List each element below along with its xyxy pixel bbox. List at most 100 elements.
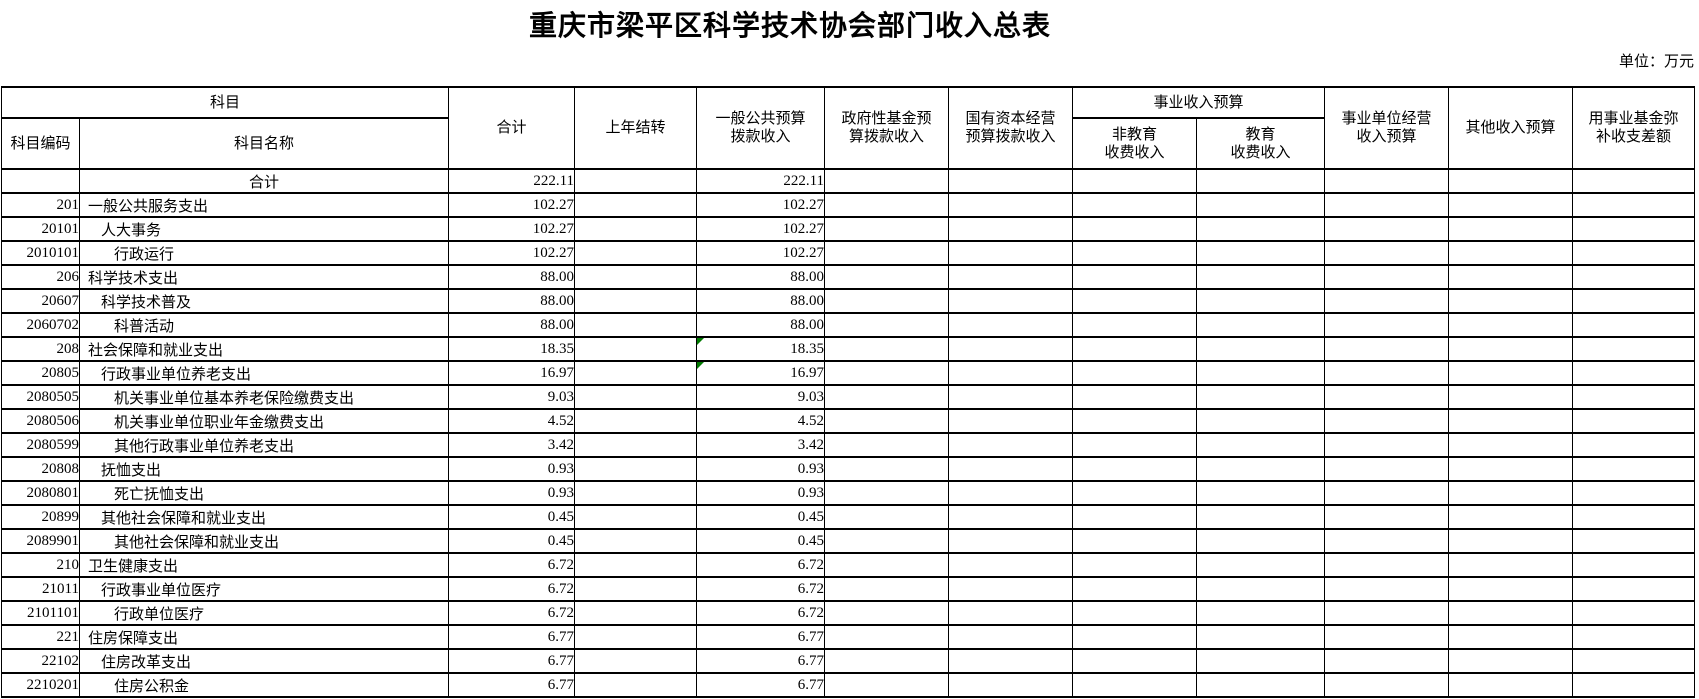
subject-code-cell: 206 — [1, 264, 80, 290]
business-unit-operating-cell — [1324, 168, 1450, 194]
cell-value: 6.72 — [547, 556, 575, 573]
other-income-cell — [1448, 312, 1574, 338]
table-row: 20607 科学技术普及 88.00 88.00 — [1, 288, 1696, 314]
business-unit-operating-cell — [1324, 360, 1450, 386]
gov-fund-budget-cell — [824, 504, 950, 530]
business-unit-operating-cell — [1324, 648, 1450, 674]
header-total: 合计 — [448, 86, 576, 170]
subject-name-cell: 科普活动 — [78, 312, 450, 338]
cell-value: 102.27 — [532, 220, 575, 237]
subject-name-cell: 机关事业单位职业年金缴费支出 — [78, 408, 450, 434]
cell-value: 机关事业单位职业年金缴费支出 — [114, 414, 325, 431]
other-income-cell — [1448, 216, 1574, 242]
subject-code-cell: 20899 — [1, 504, 80, 530]
fund-cover-balance-cell — [1572, 528, 1696, 554]
subject-code-cell: 2080801 — [1, 480, 80, 506]
fund-cover-balance-cell — [1572, 336, 1696, 362]
cell-value: 6.77 — [797, 676, 825, 693]
table-row: 206 科学技术支出 88.00 88.00 — [1, 264, 1696, 290]
subject-name-cell: 卫生健康支出 — [78, 552, 450, 578]
non-edu-fee-cell — [1072, 168, 1198, 194]
state-capital-budget-cell — [948, 408, 1074, 434]
non-edu-fee-cell — [1072, 576, 1198, 602]
subject-name-cell: 社会保障和就业支出 — [78, 336, 450, 362]
total-cell: 222.11 — [448, 168, 576, 194]
business-unit-operating-cell — [1324, 576, 1450, 602]
cell-value: 住房公积金 — [114, 678, 190, 695]
income-summary-table: 科目 合计 上年结转 一般公共预算 拨款收入 政府性基金预 算拨款收入 国有资本… — [0, 86, 1696, 698]
total-cell: 6.77 — [448, 624, 576, 650]
subject-code-cell: 21011 — [1, 576, 80, 602]
carryover-cell — [574, 528, 698, 554]
cell-value: 6.72 — [797, 580, 825, 597]
carryover-cell — [574, 504, 698, 530]
cell-value: 行政单位医疗 — [114, 606, 205, 623]
cell-value: 2101101 — [27, 604, 79, 621]
carryover-cell — [574, 552, 698, 578]
cell-value: 2080506 — [26, 412, 79, 429]
fund-cover-balance-cell — [1572, 504, 1696, 530]
non-edu-fee-cell — [1072, 384, 1198, 410]
cell-value: 住房改革支出 — [101, 654, 192, 671]
total-cell: 9.03 — [448, 384, 576, 410]
cell-value: 102.27 — [782, 196, 825, 213]
edu-fee-cell — [1196, 408, 1326, 434]
general-public-budget-cell: 18.35 — [696, 336, 826, 362]
total-cell: 6.77 — [448, 648, 576, 674]
business-unit-operating-cell — [1324, 456, 1450, 482]
cell-value: 4.52 — [547, 412, 575, 429]
table-row: 2101101 行政单位医疗 6.72 6.72 — [1, 600, 1696, 626]
state-capital-budget-cell — [948, 624, 1074, 650]
cell-value: 6.77 — [547, 628, 575, 645]
cell-value: 21011 — [42, 580, 79, 597]
cell-value: 机关事业单位基本养老保险缴费支出 — [114, 390, 355, 407]
business-unit-operating-cell — [1324, 600, 1450, 626]
state-capital-budget-cell — [948, 288, 1074, 314]
fund-cover-balance-cell — [1572, 216, 1696, 242]
general-public-budget-cell: 6.72 — [696, 552, 826, 578]
state-capital-budget-cell — [948, 480, 1074, 506]
business-unit-operating-cell — [1324, 480, 1450, 506]
subject-name-cell: 行政运行 — [78, 240, 450, 266]
cell-value: 2080801 — [26, 484, 79, 501]
general-public-budget-cell: 0.93 — [696, 456, 826, 482]
cell-value: 22102 — [41, 652, 79, 669]
cell-value: 0.45 — [797, 532, 825, 549]
non-edu-fee-cell — [1072, 312, 1198, 338]
header-gov-fund-budget: 政府性基金预 算拨款收入 — [824, 86, 950, 170]
total-cell: 18.35 — [448, 336, 576, 362]
cell-value: 2210201 — [26, 676, 79, 693]
comment-marker-icon — [697, 339, 705, 345]
cell-value: 6.77 — [797, 628, 825, 645]
table-row: 21011 行政事业单位医疗 6.72 6.72 — [1, 576, 1696, 602]
business-unit-operating-cell — [1324, 264, 1450, 290]
business-unit-operating-cell — [1324, 624, 1450, 650]
gov-fund-budget-cell — [824, 288, 950, 314]
header-subject-code: 科目编码 — [1, 117, 80, 170]
other-income-cell — [1448, 192, 1574, 218]
edu-fee-cell — [1196, 648, 1326, 674]
header-carryover: 上年结转 — [574, 86, 698, 170]
non-edu-fee-cell — [1072, 624, 1198, 650]
cell-value: 科学技术普及 — [101, 294, 192, 311]
state-capital-budget-cell — [948, 192, 1074, 218]
state-capital-budget-cell — [948, 504, 1074, 530]
table-row: 208 社会保障和就业支出 18.35 18.35 — [1, 336, 1696, 362]
cell-value: 2010101 — [26, 244, 79, 261]
cell-value: 0.93 — [797, 460, 825, 477]
cell-value: 221 — [56, 628, 79, 645]
cell-value: 201 — [56, 196, 79, 213]
table-row: 2080505 机关事业单位基本养老保险缴费支出 9.03 9.03 — [1, 384, 1696, 410]
cell-value: 88.00 — [790, 268, 825, 285]
subject-code-cell: 221 — [1, 624, 80, 650]
non-edu-fee-cell — [1072, 336, 1198, 362]
cell-value: 抚恤支出 — [101, 462, 162, 479]
fund-cover-balance-cell — [1572, 480, 1696, 506]
cell-value: 2080505 — [26, 388, 79, 405]
total-cell: 102.27 — [448, 192, 576, 218]
cell-value: 行政事业单位医疗 — [101, 582, 222, 599]
header-other-income: 其他收入预算 — [1448, 86, 1574, 170]
gov-fund-budget-cell — [824, 408, 950, 434]
subject-code-cell: 2080505 — [1, 384, 80, 410]
cell-value: 18.35 — [790, 340, 825, 357]
